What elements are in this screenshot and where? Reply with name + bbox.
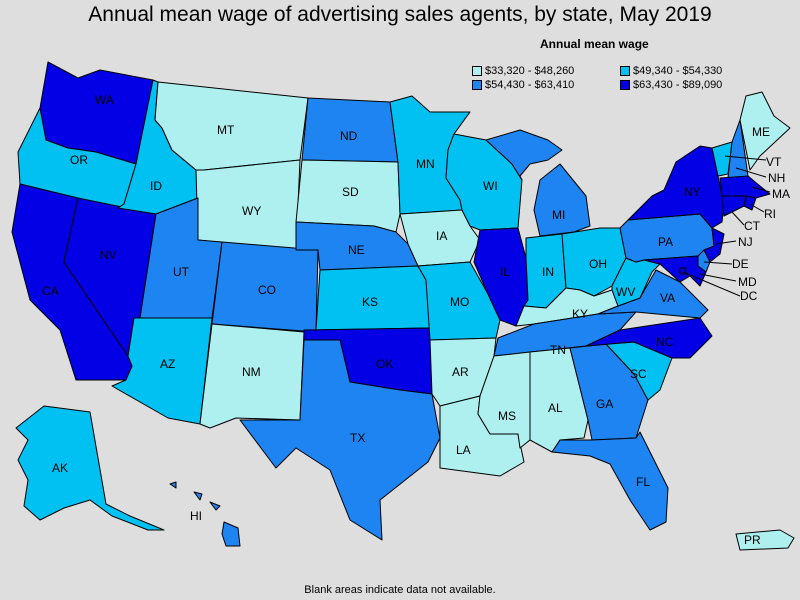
label-ny: NY bbox=[684, 185, 701, 199]
label-ok: OK bbox=[376, 357, 393, 371]
label-leader-lines bbox=[682, 155, 771, 297]
legend-item: $49,340 - $54,330 bbox=[620, 65, 722, 77]
label-wy: WY bbox=[242, 204, 261, 218]
state-mo[interactable] bbox=[417, 261, 501, 341]
legend-label: $54,430 - $63,410 bbox=[485, 79, 575, 91]
label-il: IL bbox=[500, 265, 510, 279]
legend-item: $54,430 - $63,410 bbox=[472, 79, 574, 91]
label-ak: AK bbox=[52, 461, 68, 475]
label-dc: DC bbox=[740, 289, 758, 303]
legend-swatch bbox=[472, 80, 482, 90]
state-md[interactable] bbox=[643, 255, 707, 287]
legend-label: $63,430 - $89,090 bbox=[633, 79, 723, 91]
state-fl[interactable] bbox=[551, 431, 669, 531]
label-ks: KS bbox=[362, 295, 378, 309]
label-nj: NJ bbox=[738, 235, 753, 249]
label-ne: NE bbox=[348, 243, 365, 257]
label-id: ID bbox=[150, 179, 162, 193]
label-ky: KY bbox=[572, 307, 588, 321]
label-ga: GA bbox=[596, 397, 613, 411]
label-wi: WI bbox=[483, 179, 498, 193]
legend-label: $49,340 - $54,330 bbox=[633, 65, 723, 77]
legend-swatch bbox=[620, 80, 630, 90]
label-wv: WV bbox=[616, 285, 635, 299]
label-nd: ND bbox=[340, 129, 358, 143]
label-nh: NH bbox=[768, 171, 785, 185]
label-tn: TN bbox=[550, 343, 566, 357]
label-wa: WA bbox=[95, 93, 114, 107]
label-pr: PR bbox=[744, 533, 761, 547]
state-ct[interactable] bbox=[721, 195, 747, 217]
legend-title: Annual mean wage bbox=[540, 37, 649, 51]
state-hi[interactable] bbox=[169, 481, 241, 547]
legend-swatch bbox=[472, 66, 482, 76]
label-la: LA bbox=[456, 443, 471, 457]
label-or: OR bbox=[70, 153, 88, 167]
state-labels: WA OR CA NV ID MT WY UT AZ CO NM ND SD N… bbox=[42, 93, 790, 547]
label-sd: SD bbox=[342, 185, 359, 199]
label-ca: CA bbox=[42, 284, 59, 298]
legend-item: $63,430 - $89,090 bbox=[620, 79, 722, 91]
label-in: IN bbox=[542, 265, 554, 279]
state-ny[interactable] bbox=[627, 145, 725, 229]
label-oh: OH bbox=[589, 257, 607, 271]
label-fl: FL bbox=[636, 475, 650, 489]
footnote: Blank areas indicate data not available. bbox=[304, 584, 496, 596]
label-nv: NV bbox=[100, 248, 117, 262]
label-ut: UT bbox=[173, 265, 190, 279]
state-nc[interactable] bbox=[585, 317, 713, 359]
label-nm: NM bbox=[242, 365, 261, 379]
label-mo: MO bbox=[450, 295, 469, 309]
label-vt: VT bbox=[766, 155, 782, 169]
state-ak[interactable] bbox=[15, 405, 165, 531]
label-mt: MT bbox=[217, 123, 235, 137]
state-me[interactable] bbox=[739, 91, 791, 171]
label-nc: NC bbox=[656, 335, 674, 349]
label-md: MD bbox=[738, 275, 757, 289]
label-me: ME bbox=[752, 125, 770, 139]
label-mn: MN bbox=[416, 157, 435, 171]
label-pa: PA bbox=[658, 235, 673, 249]
label-ia: IA bbox=[436, 229, 447, 243]
label-tx: TX bbox=[350, 431, 365, 445]
map-title: Annual mean wage of advertising sales ag… bbox=[88, 3, 712, 26]
state-tx[interactable] bbox=[239, 339, 441, 541]
label-az: AZ bbox=[160, 357, 175, 371]
state-mi[interactable] bbox=[485, 129, 591, 237]
label-ma: MA bbox=[772, 187, 790, 201]
legend-label: $33,320 - $48,260 bbox=[485, 65, 575, 77]
label-va: VA bbox=[660, 291, 675, 305]
label-ms: MS bbox=[498, 409, 516, 423]
label-mi: MI bbox=[552, 208, 565, 222]
label-ct: CT bbox=[744, 219, 761, 233]
label-al: AL bbox=[548, 401, 563, 415]
label-co: CO bbox=[258, 283, 276, 297]
label-ar: AR bbox=[452, 365, 469, 379]
state-pr[interactable] bbox=[735, 529, 795, 551]
state-ma[interactable] bbox=[719, 175, 771, 199]
label-hi: HI bbox=[190, 509, 202, 523]
legend-item: $33,320 - $48,260 bbox=[472, 65, 574, 77]
label-sc: SC bbox=[630, 367, 647, 381]
label-ri: RI bbox=[764, 207, 776, 221]
label-de: DE bbox=[732, 257, 749, 271]
legend-swatch bbox=[620, 66, 630, 76]
